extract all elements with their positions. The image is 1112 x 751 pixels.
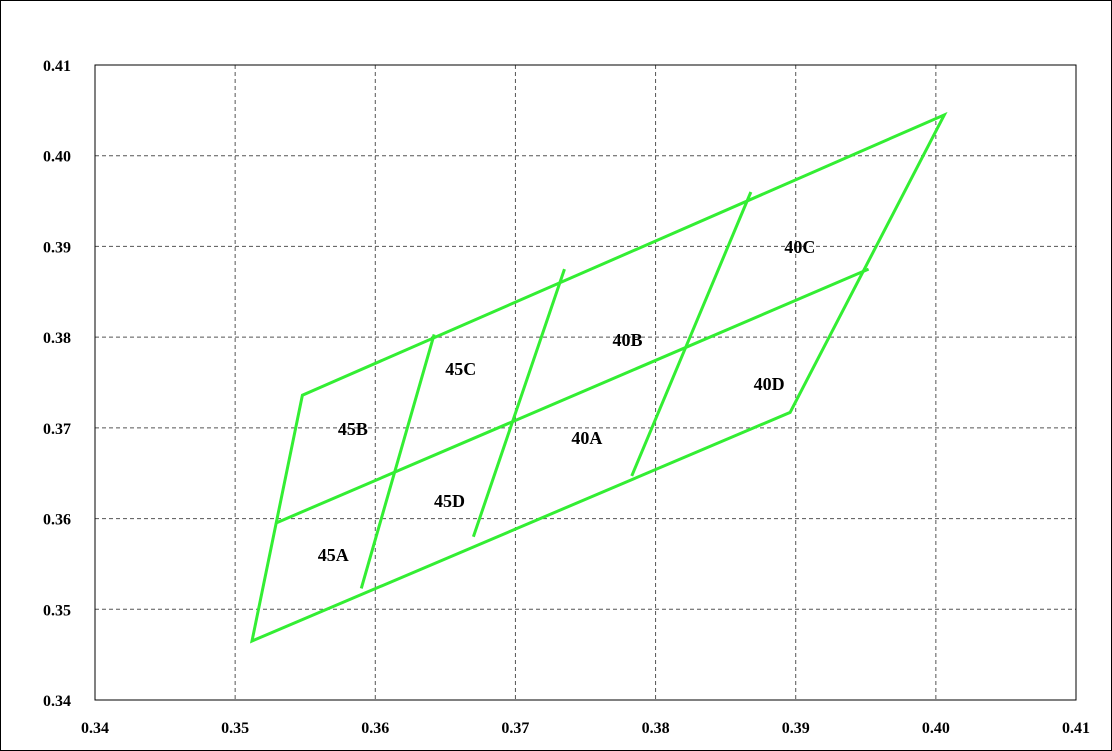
x-tick-label: 0.37 — [501, 720, 529, 737]
axes — [94, 64, 1077, 701]
outline-polygon — [249, 111, 948, 644]
x-tick-label: 0.40 — [922, 720, 950, 737]
y-tick-label: 0.34 — [43, 693, 71, 710]
divider-line — [359, 334, 436, 589]
x-tick-label: 0.35 — [221, 720, 249, 737]
x-tick-label: 0.38 — [642, 720, 670, 737]
region-label: 40A — [571, 428, 602, 448]
divider-line — [275, 267, 870, 525]
region-label: 45C — [445, 359, 476, 379]
y-tick-label: 0.39 — [43, 239, 71, 256]
y-tick-label: 0.37 — [43, 421, 71, 438]
y-tick-label: 0.35 — [43, 602, 71, 619]
x-tick-label: 0.41 — [1062, 720, 1090, 737]
region-label: 45B — [338, 419, 368, 439]
divider-line — [630, 191, 753, 477]
region-label: 45A — [318, 545, 349, 565]
y-tick-label: 0.38 — [43, 330, 71, 347]
tick-labels: 0.34 0.35 0.36 0.37 0.38 0.39 0.40 0.41 0.34 0.35… — [43, 58, 1090, 737]
plot-border — [94, 64, 1077, 701]
region-label: 40B — [613, 330, 643, 350]
divider-line — [471, 268, 566, 538]
region-label: 40D — [754, 374, 785, 394]
y-tick-label: 0.41 — [43, 58, 71, 75]
region-labels: 45A 45B 45C 45D 40A 40B 40C 40D — [318, 237, 816, 565]
region-label: 40C — [784, 237, 815, 257]
x-tick-label: 0.36 — [361, 720, 389, 737]
y-tick-label: 0.36 — [43, 512, 71, 529]
quadrangle-lines — [249, 111, 948, 644]
region-label: 45D — [434, 491, 465, 511]
grid-lines — [95, 65, 1076, 700]
y-tick-label: 0.40 — [43, 149, 71, 166]
x-tick-label: 0.39 — [782, 720, 810, 737]
x-tick-label: 0.34 — [81, 720, 109, 737]
